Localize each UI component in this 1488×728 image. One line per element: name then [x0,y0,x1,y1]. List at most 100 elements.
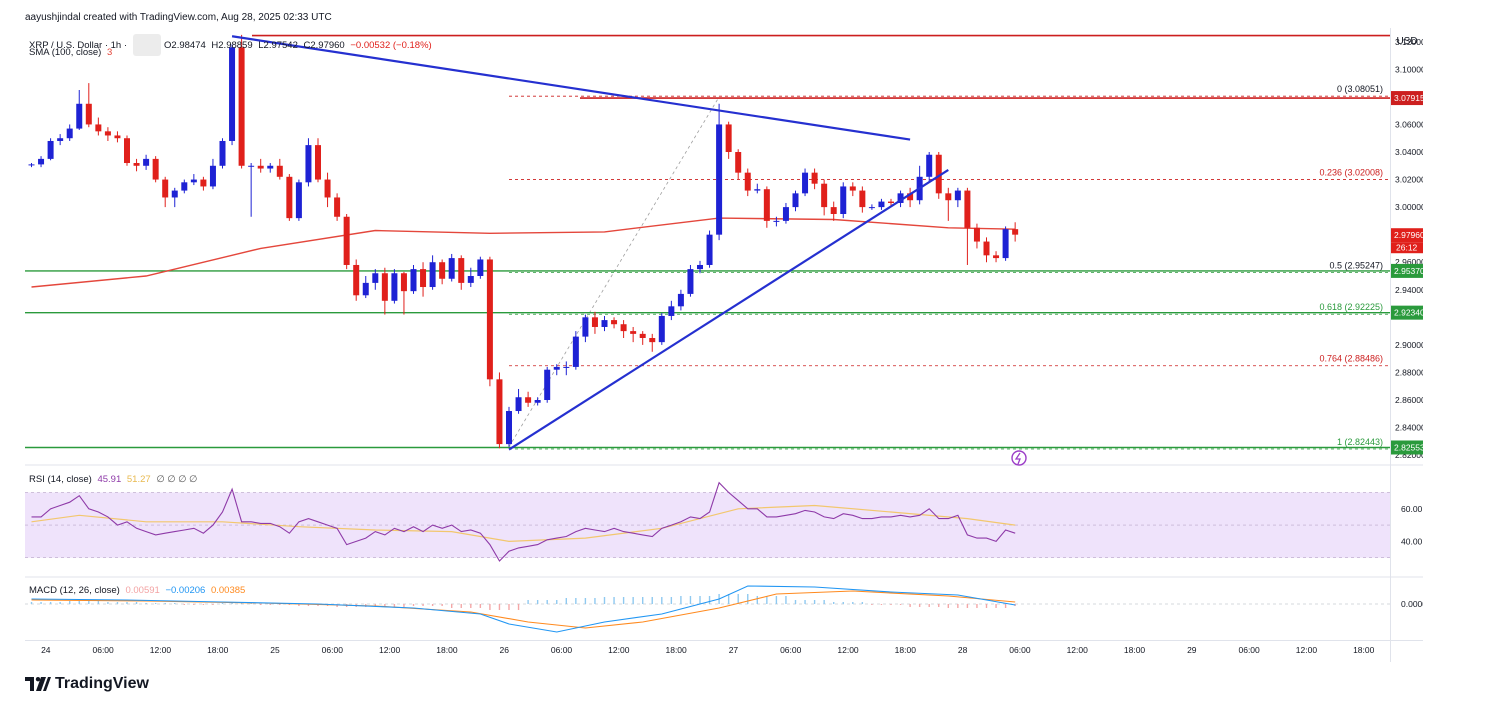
price-axis-tag [1391,263,1423,278]
candle-body [181,182,188,191]
trendline [508,168,949,451]
macd-line [31,585,1016,633]
price-tick-label: 3.00000 [1395,202,1423,212]
symbol-label[interactable]: XRP / U.S. Dollar · 1h · [29,39,128,51]
candle-body [162,179,169,198]
tradingview-logo-icon [25,677,51,691]
rsi-legend: RSI (14, close) 45.91 51.27 ∅ ∅ ∅ ∅ [29,474,200,485]
price-tick-label: 2.96000 [1395,257,1423,267]
candle-body [104,131,111,136]
candle-body [993,255,1000,259]
price-legend: XRP / U.S. Dollar · 1h · O2.98474 H2.9885… [29,34,435,56]
price-axis-tag [1391,228,1423,243]
currency-label: USD [1396,36,1417,47]
candle-body [802,172,809,194]
price-axis-tag-label: 2.95370 [1394,266,1423,276]
time-tick-label: 06:00 [92,645,114,655]
candle-body [448,258,455,279]
price-tick-label: 3.06000 [1395,119,1423,129]
candle-body [811,172,818,184]
tradingview-logo[interactable]: TradingView [25,674,149,694]
sma-label[interactable]: SMA (100, close) [29,47,102,58]
candle-body [935,154,942,194]
high-value: H2.98859 [211,39,253,51]
macd-label[interactable]: MACD (12, 26, close) [29,585,120,596]
rsi-value: 45.91 [97,474,122,485]
sma-100-line [31,217,1016,288]
change-value: −0.00532 (−0.18%) [350,39,432,51]
candle-body [735,152,742,173]
candle-body [725,124,732,152]
macd-line-value: −0.00206 [165,585,206,596]
candle-body [496,379,503,445]
countdown-label: 26:12 [1396,243,1418,253]
candle-body [697,264,703,270]
time-tick-label: 18:00 [207,645,229,655]
macd-signal-line [31,590,1016,629]
time-tick-label: 06:00 [551,645,573,655]
candle-body [582,317,589,337]
candle-body [85,103,92,125]
candle-body [324,179,331,198]
candle-body [229,47,236,141]
price-tick-label: 2.94000 [1395,285,1423,295]
candle-body [668,306,675,316]
candle-body [95,124,102,132]
candle-body [926,154,933,177]
event-marker-icon [1011,450,1027,466]
candle-body [591,317,598,327]
time-tick-label: 18:00 [1124,645,1146,655]
candle-body [171,190,178,198]
candle-body [897,193,904,203]
candle-body [458,258,465,283]
time-tick-label: 06:00 [1238,645,1260,655]
candle-body [200,179,207,187]
candle-body [706,234,713,265]
fib-level-label: 0 (3.08051) [1337,84,1383,94]
candle-body [267,165,274,169]
blurred-region [133,34,162,56]
price-axis-tag [1391,91,1423,106]
price-axis-tag-label: 2.92340 [1394,308,1423,318]
candle-body [315,145,321,180]
candle-body [76,103,83,129]
candle-body [467,276,474,283]
macd-tick-label: 0.00000 [1401,599,1423,609]
time-tick-label: 06:00 [780,645,802,655]
time-tick-label: 26 [499,645,509,655]
time-tick-label: 18:00 [1353,645,1375,655]
candle-body [973,227,980,242]
chart-area[interactable]: USD 3.12000 3.10000 3.06000 3.04000 3.02000 3.… [25,28,1423,662]
candle-body [276,165,283,177]
candle-body [362,282,369,296]
candle-body [677,293,684,307]
chart-credit: aayushjindal created with TradingView.co… [25,12,332,23]
candle-body [553,366,560,370]
candle-body [868,207,875,209]
candle-body [124,138,130,164]
price-tick-label: 2.90000 [1395,340,1423,350]
candle-body [66,128,73,139]
candle-body [209,165,216,187]
rsi-label[interactable]: RSI (14, close) [29,474,92,485]
macd-signal-value: 0.00385 [210,585,246,596]
rsi-empty-values: ∅ ∅ ∅ ∅ [156,474,198,485]
candle-body [954,190,961,201]
fib-level-label: 0.618 (2.92225) [1319,302,1383,312]
candle-body [611,320,618,325]
macd-legend: MACD (12, 26, close) 0.00591 −0.00206 0.… [29,585,248,596]
rsi-tick-label: 60.00 [1401,504,1423,514]
candle-body [534,400,541,403]
candle-body [782,207,789,221]
candle-body [630,331,637,334]
trendline [231,35,911,141]
rsi-ma-line [31,504,1016,543]
time-tick-label: 28 [958,645,968,655]
time-tick-label: 29 [1187,645,1197,655]
close-value: C2.97960 [303,39,345,51]
candle-body [763,189,770,221]
candle-body [620,324,627,332]
open-value: O2.98474 [164,39,206,51]
candle-body [639,333,646,338]
